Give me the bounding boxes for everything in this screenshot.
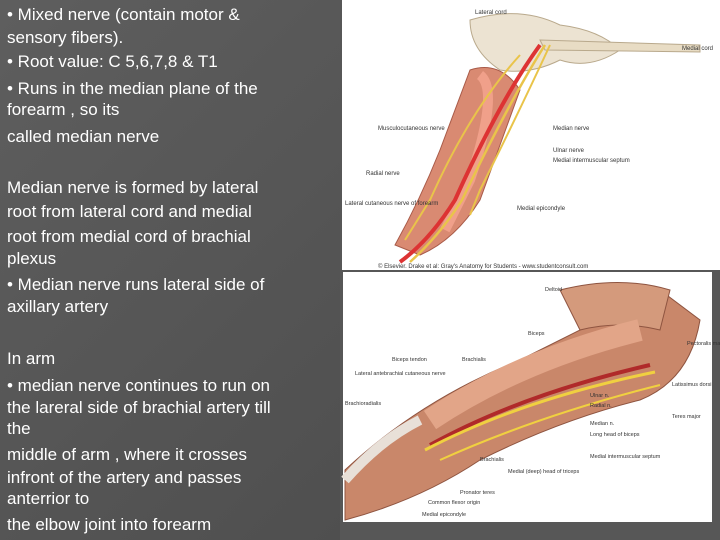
figure-label: © Elsevier. Drake et al: Gray's Anatomy … — [378, 263, 588, 270]
figure-label: Deltoid — [545, 287, 562, 293]
figure-label: Medial epicondyle — [422, 512, 466, 518]
figure-label: Lateral cutaneous nerve of forearm — [345, 201, 438, 207]
text-line: • Median nerve runs lateral side of — [7, 275, 265, 294]
figure-label: Radial nerve — [366, 171, 400, 177]
text-line: In arm — [7, 349, 56, 368]
figure-label: Radial n. — [590, 403, 612, 409]
text-line: axillary artery — [7, 297, 109, 316]
text-line: plexus — [7, 249, 57, 268]
figure-label: Biceps tendon — [392, 357, 427, 363]
text-line: the elbow joint into forearm — [7, 515, 212, 534]
text-line: the — [7, 419, 31, 438]
text-line: called median nerve — [7, 127, 160, 146]
figure-label: Medial epicondyle — [517, 206, 566, 212]
figure-label: Latissimus dorsi — [672, 382, 711, 388]
ulnar-nerve-drawing — [469, 44, 551, 216]
figure-label: Pectoralis major — [687, 341, 720, 347]
figure-label: Median nerve — [553, 126, 590, 132]
text-line: root from lateral cord and medial — [7, 202, 252, 221]
text-line: • Root value: C 5,6,7,8 & T1 — [7, 52, 218, 71]
text-line: • Mixed nerve (contain motor & — [7, 5, 240, 24]
figure-label: Ulnar nerve — [553, 148, 585, 154]
median-nerve-drawing — [409, 44, 547, 263]
figure-label: Teres major — [672, 414, 701, 420]
figure-label: Medial cord — [682, 46, 713, 52]
text-line: root from medial cord of brachial — [7, 227, 251, 246]
figure-label: Medial intermuscular septum — [553, 158, 630, 164]
figure-label: Brachialis — [462, 357, 486, 363]
figure-label: Medial intermuscular septum — [590, 454, 661, 460]
biceps — [440, 71, 493, 233]
text-line: sensory fibers). — [7, 28, 124, 47]
figure-label: Median n. — [590, 421, 615, 427]
text-line: • Runs in the median plane of the — [7, 79, 258, 98]
biceps-drawing — [423, 319, 643, 430]
figure-label: Medial (deep) head of triceps — [508, 469, 579, 475]
text-line: the lareral side of brachial artery till — [7, 398, 271, 417]
text-line: forearm , so its — [7, 100, 120, 119]
artery — [398, 43, 542, 264]
figure-label: Musculocutaneous nerve — [378, 126, 445, 132]
figure-label: Lateral antebrachial cutaneous nerve — [355, 371, 446, 377]
text-line: infront of the artery and passes — [7, 468, 242, 487]
text-line: • median nerve continues to run on — [7, 376, 271, 395]
text-line: middle of arm , where it crosses — [7, 445, 247, 464]
figure-label: Brachioradialis — [345, 401, 381, 407]
ulnar-n-drawing — [439, 384, 661, 461]
figure-label: Long head of biceps — [590, 432, 640, 438]
figure-label: Lateral cord — [475, 10, 507, 16]
figure-label: Biceps — [528, 331, 545, 337]
figure-label: Pronator teres — [460, 490, 495, 496]
text-line: anterrior to — [7, 489, 90, 508]
text-line: Median nerve is formed by lateral — [7, 178, 259, 197]
figure-label: Brachialis — [480, 457, 504, 463]
figure-label: Common flexor origin — [428, 500, 480, 506]
deltoid-drawing — [559, 282, 671, 331]
brachial-artery-drawing — [429, 363, 651, 447]
tendon-drawing — [341, 415, 423, 484]
musculocutaneous-drawing — [404, 54, 521, 241]
median-n-drawing — [424, 370, 656, 452]
figure-label: Ulnar n. — [590, 393, 610, 399]
text-panel: • Mixed nerve (contain motor & sensory fi… — [0, 0, 340, 540]
